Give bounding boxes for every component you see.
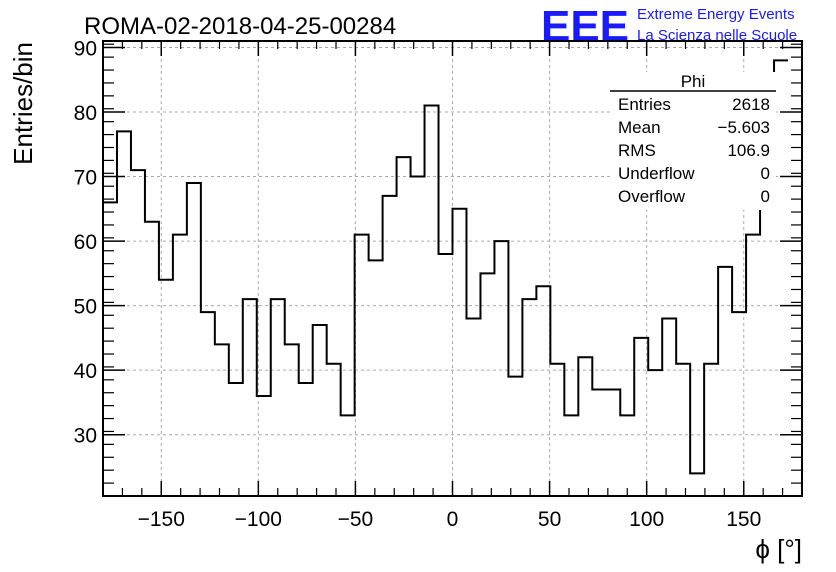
histogram-bin: [439, 254, 453, 496]
stats-value-overflow: 0: [761, 187, 770, 206]
y-tick-label: 70: [74, 167, 97, 190]
histogram-bin: [173, 235, 187, 496]
stats-value-underflow: 0: [761, 164, 770, 183]
histogram-bin: [187, 183, 201, 496]
y-tick-label: 50: [74, 296, 97, 319]
eee-logo-line1: Extreme Energy Events: [637, 6, 795, 23]
stats-value-rms: 106.9: [727, 141, 770, 160]
histogram-bin: [718, 267, 732, 496]
histogram-bin: [341, 415, 355, 496]
histogram-bin: [313, 325, 327, 496]
histogram-bin: [453, 209, 467, 496]
histogram-bin: [145, 222, 159, 496]
stats-label-underflow: Underflow: [618, 164, 695, 183]
x-tick-label: −100: [235, 508, 282, 531]
y-tick-label: 80: [74, 102, 97, 125]
x-tick-label: −50: [338, 508, 374, 531]
histogram-bin: [508, 377, 522, 496]
histogram-series: [103, 59, 789, 475]
histogram-bin: [117, 131, 131, 496]
stats-label-entries: Entries: [618, 95, 671, 114]
histogram-bin: [369, 260, 383, 496]
histogram-bin: [480, 273, 494, 496]
histogram-bin: [466, 319, 480, 496]
x-tick-label: 100: [629, 508, 664, 531]
histogram-bin: [285, 344, 299, 496]
histogram-bin: [760, 170, 774, 496]
histogram-bin: [201, 312, 215, 496]
histogram-bin: [522, 299, 536, 496]
stats-value-mean: −5.603: [718, 118, 770, 137]
histogram-bin: [606, 390, 620, 496]
histogram-bin: [536, 286, 550, 496]
histogram-bin: [774, 60, 788, 496]
stats-box-background: [610, 72, 776, 210]
histogram-bin: [299, 383, 313, 496]
histogram-bin: [257, 396, 271, 496]
histogram-bin: [397, 157, 411, 496]
histogram-bin: [411, 177, 425, 496]
eee-logo-line2: La Scienza nelle Scuole: [637, 27, 797, 44]
y-tick-label: 60: [74, 231, 97, 254]
eee-logo-mark: EEE: [541, 2, 629, 51]
stats-value-entries: 2618: [732, 95, 770, 114]
histogram-bin: [383, 196, 397, 496]
y-tick-labels: 30 40 50 60 70 80 90: [74, 37, 97, 447]
histogram-bin: [662, 319, 676, 496]
stats-label-overflow: Overflow: [618, 187, 686, 206]
histogram-bin: [550, 364, 564, 496]
histogram-bin: [103, 202, 117, 496]
axis-ticks: [102, 41, 803, 497]
histogram-bin: [676, 364, 690, 496]
stats-label-rms: RMS: [618, 141, 656, 160]
histogram-bin: [592, 390, 606, 496]
histogram-bin: [355, 235, 369, 496]
histogram-bin: [243, 299, 257, 496]
x-tick-label: 50: [538, 508, 561, 531]
histogram-bin: [229, 383, 243, 496]
y-tick-label: 90: [74, 37, 97, 60]
histogram-bin: [131, 170, 145, 496]
histogram-bin: [494, 241, 508, 496]
x-tick-label: 0: [447, 508, 459, 531]
histogram-bin: [215, 344, 229, 496]
stats-label-mean: Mean: [618, 118, 661, 137]
y-axis-label: Entries/bin: [8, 42, 38, 165]
x-tick-labels: −150 −100 −50 0 50 100 150: [138, 508, 762, 531]
histogram-bin: [634, 338, 648, 496]
histogram-bin: [564, 415, 578, 496]
histogram-bin: [690, 473, 704, 496]
y-tick-label: 40: [74, 360, 97, 383]
histogram-bin: [271, 299, 285, 496]
chart-title: ROMA-02-2018-04-25-00284: [84, 13, 396, 40]
histogram-bin: [159, 280, 173, 496]
histogram-bin: [704, 364, 718, 496]
x-tick-label: −150: [138, 508, 185, 531]
histogram-bin: [648, 370, 662, 496]
x-axis-label: ϕ [°]: [755, 534, 802, 564]
histogram-bin: [327, 364, 341, 496]
y-tick-label: 30: [74, 425, 97, 448]
histogram-bin: [620, 415, 634, 496]
x-tick-label: 150: [726, 508, 761, 531]
histogram-bin: [425, 106, 439, 496]
histogram-bin: [746, 235, 760, 496]
stats-box: Phi Entries 2618 Mean −5.603 RMS 106.9 U…: [610, 72, 776, 210]
stats-title: Phi: [681, 72, 706, 91]
histogram-bin: [732, 312, 746, 496]
histogram-bin: [578, 357, 592, 496]
